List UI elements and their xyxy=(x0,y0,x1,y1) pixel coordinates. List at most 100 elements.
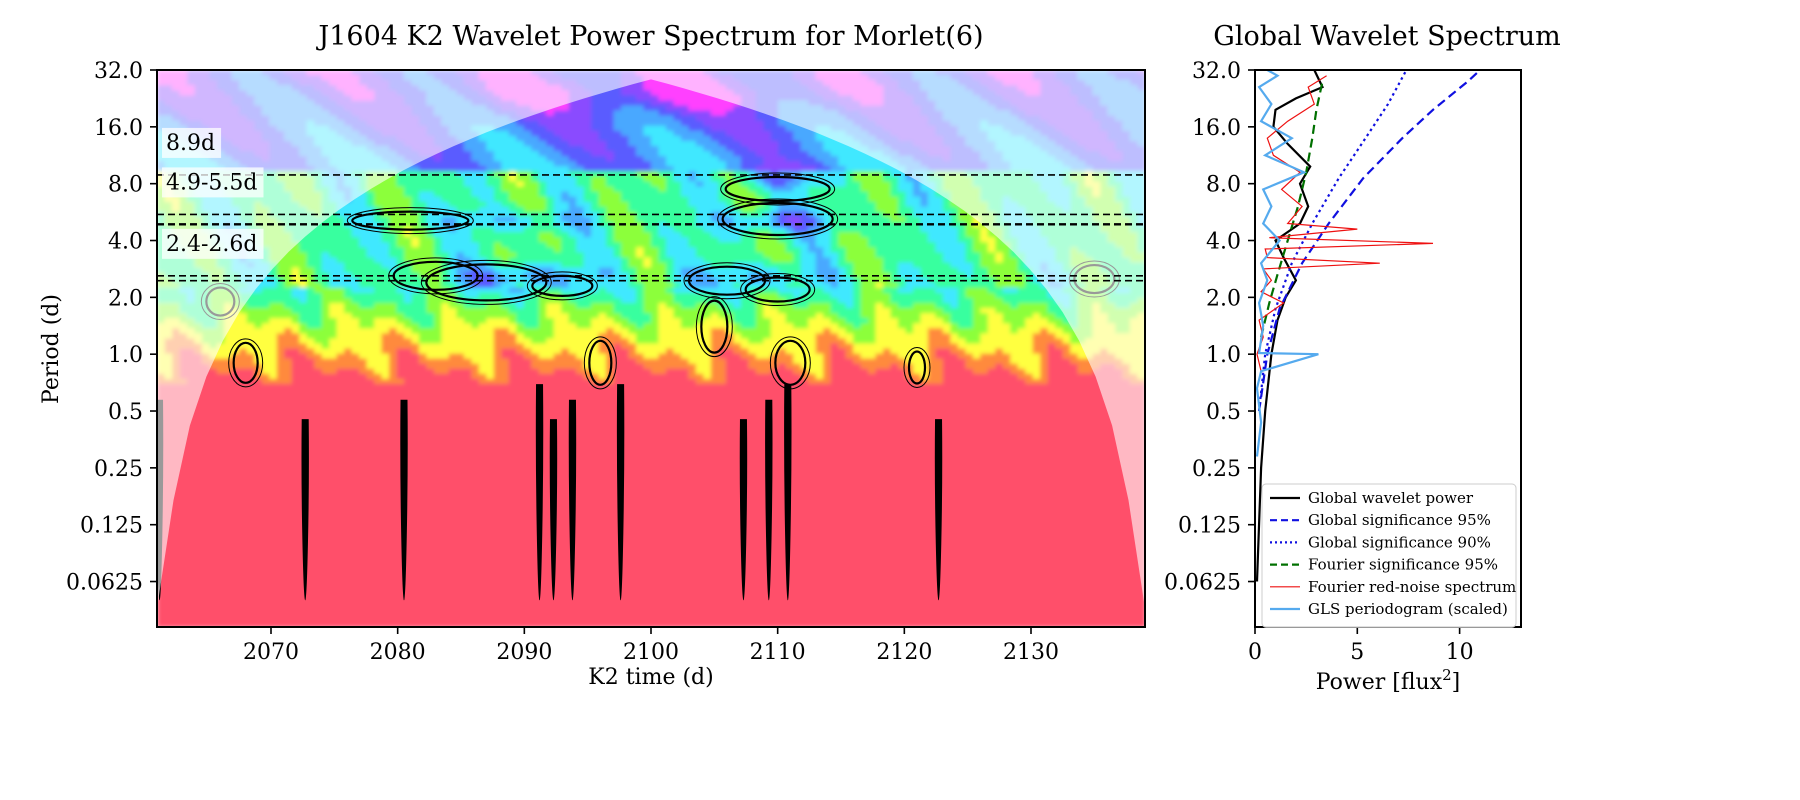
heatmap-cell xyxy=(419,465,427,471)
heatmap-cell xyxy=(352,338,360,344)
heatmap-cell xyxy=(187,435,195,441)
heatmap-cell xyxy=(314,455,322,461)
heatmap-cell xyxy=(479,455,487,461)
heatmap-cell xyxy=(494,187,502,193)
heatmap-cell xyxy=(449,197,457,203)
heatmap-cell xyxy=(419,237,427,243)
heatmap-cell xyxy=(479,242,487,248)
heatmap-cell xyxy=(434,541,442,547)
heatmap-cell xyxy=(292,419,300,425)
heatmap-cell xyxy=(434,354,442,360)
heatmap-cell xyxy=(456,602,464,608)
heatmap-cell xyxy=(479,232,487,238)
heatmap-cell xyxy=(412,500,420,506)
heatmap-cell xyxy=(456,359,464,365)
heatmap-cell xyxy=(254,480,262,486)
heatmap-cell xyxy=(352,425,360,431)
heatmap-cell xyxy=(471,607,479,613)
heatmap-cell xyxy=(307,242,315,248)
heatmap-cell xyxy=(464,475,472,481)
heatmap-cell xyxy=(307,576,315,582)
heatmap-cell xyxy=(486,551,494,557)
heatmap-cell xyxy=(344,440,352,446)
heatmap-cell xyxy=(344,384,352,390)
heatmap-cell xyxy=(434,283,442,289)
heatmap-cell xyxy=(194,571,202,577)
heatmap-cell xyxy=(434,343,442,349)
heatmap-cell xyxy=(209,450,217,456)
heatmap-cell xyxy=(344,293,352,299)
heatmap-cell xyxy=(299,394,307,400)
heatmap-cell xyxy=(247,531,255,537)
heatmap-cell xyxy=(329,506,337,512)
heatmap-cell xyxy=(382,521,390,527)
heatmap-cell xyxy=(397,187,405,193)
heatmap-cell xyxy=(172,516,180,522)
heatmap-cell xyxy=(412,521,420,527)
heatmap-cell xyxy=(382,359,390,365)
heatmap-cell xyxy=(389,612,397,618)
heatmap-cell xyxy=(239,511,247,517)
heatmap-cell xyxy=(464,546,472,552)
heatmap-cell xyxy=(269,435,277,441)
heatmap-cell xyxy=(456,384,464,390)
heatmap-cell xyxy=(269,607,277,613)
heatmap-cell xyxy=(397,612,405,618)
heatmap-cell xyxy=(419,551,427,557)
heatmap-cell xyxy=(284,592,292,598)
heatmap-cell xyxy=(254,546,262,552)
heatmap-cell xyxy=(389,318,397,324)
heatmap-cell xyxy=(344,470,352,476)
heatmap-cell xyxy=(479,475,487,481)
heatmap-cell xyxy=(367,399,375,405)
heatmap-cell xyxy=(374,536,382,542)
heatmap-cell xyxy=(314,581,322,587)
heatmap-cell xyxy=(239,440,247,446)
heatmap-cell xyxy=(337,399,345,405)
heatmap-cell xyxy=(337,323,345,329)
heatmap-cell xyxy=(262,612,270,618)
heatmap-cell xyxy=(292,531,300,537)
heatmap-cell xyxy=(397,328,405,334)
heatmap-cell xyxy=(359,450,367,456)
heatmap-cell xyxy=(441,343,449,349)
heatmap-cell xyxy=(329,419,337,425)
heatmap-cell xyxy=(471,556,479,562)
heatmap-cell xyxy=(209,465,217,471)
heatmap-cell xyxy=(352,379,360,385)
heatmap-cell xyxy=(269,480,277,486)
heatmap-cell xyxy=(217,465,225,471)
heatmap-cell xyxy=(479,546,487,552)
heatmap-cell xyxy=(239,333,247,339)
heatmap-cell xyxy=(434,419,442,425)
heatmap-cell xyxy=(479,217,487,223)
heatmap-cell xyxy=(284,485,292,491)
heatmap-cell xyxy=(382,571,390,577)
heatmap-cell xyxy=(404,617,412,623)
heatmap-cell xyxy=(382,592,390,598)
heatmap-cell xyxy=(329,531,337,537)
heatmap-cell xyxy=(239,551,247,557)
heatmap-cell xyxy=(404,607,412,613)
heatmap-cell xyxy=(344,526,352,532)
heatmap-cell xyxy=(404,268,412,274)
heatmap-cell xyxy=(299,333,307,339)
heatmap-cell xyxy=(344,399,352,405)
heatmap-cell xyxy=(374,587,382,593)
heatmap-cell xyxy=(494,151,502,157)
heatmap-cell xyxy=(269,581,277,587)
heatmap-cell xyxy=(441,500,449,506)
heatmap-cell xyxy=(486,602,494,608)
heatmap-cell xyxy=(382,546,390,552)
heatmap-cell xyxy=(441,333,449,339)
heatmap-cell xyxy=(449,192,457,198)
heatmap-cell xyxy=(232,541,240,547)
heatmap-cell xyxy=(172,587,180,593)
heatmap-cell xyxy=(441,475,449,481)
heatmap-cell xyxy=(172,607,180,613)
heatmap-cell xyxy=(314,511,322,517)
heatmap-cell xyxy=(299,308,307,314)
heatmap-cell xyxy=(441,531,449,537)
heatmap-cell xyxy=(374,394,382,400)
heatmap-cell xyxy=(449,536,457,542)
